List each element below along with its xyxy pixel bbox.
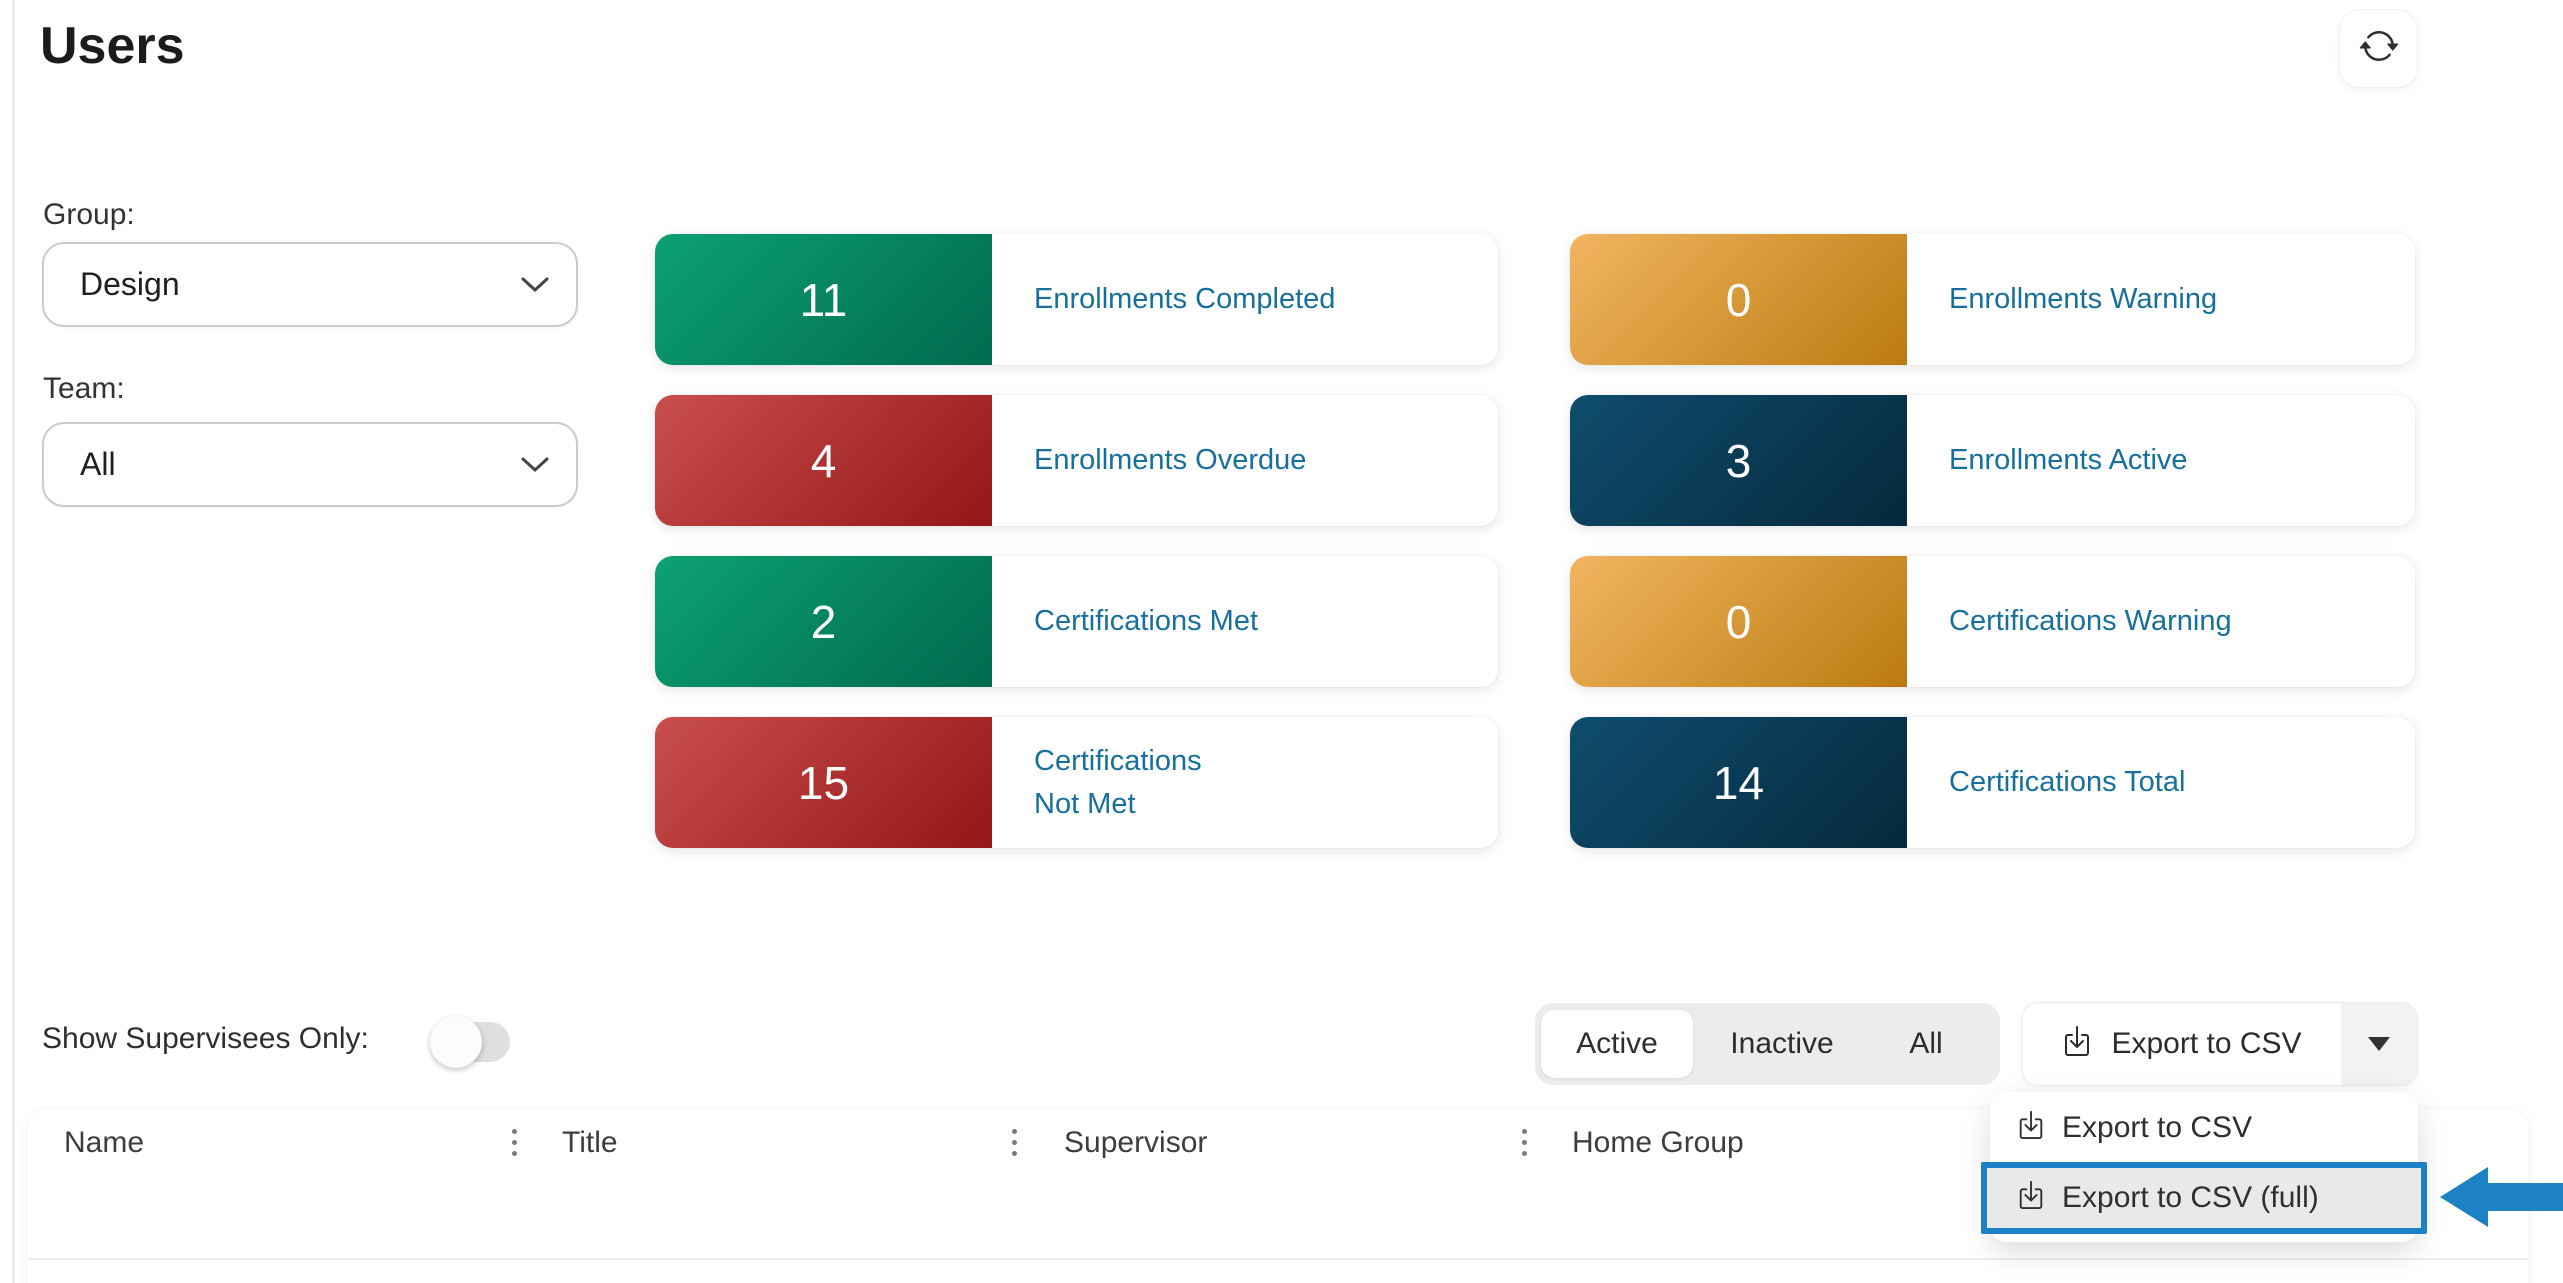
column-menu-dots-icon[interactable]: [1522, 1129, 1527, 1156]
segment-active[interactable]: Active: [1541, 1010, 1693, 1078]
segment-all[interactable]: All: [1909, 1027, 1943, 1060]
stat-card-certifications-total: 14 Certifications Total: [1570, 717, 2415, 848]
download-icon: [2016, 1109, 2046, 1147]
stat-value: 2: [655, 556, 992, 687]
stat-card-enrollments-completed: 11 Enrollments Completed: [655, 234, 1498, 365]
team-select-value: All: [80, 446, 116, 482]
annotation-arrow-shaft: [2486, 1183, 2563, 1211]
download-icon: [2016, 1179, 2046, 1217]
stat-label-link[interactable]: Enrollments Warning: [1949, 283, 2218, 316]
stat-value: 0: [1570, 234, 1907, 365]
chevron-down-icon: [520, 456, 550, 474]
show-supervisees-label: Show Supervisees Only:: [42, 1022, 369, 1055]
group-label: Group:: [43, 198, 135, 231]
stat-card-enrollments-overdue: 4 Enrollments Overdue: [655, 395, 1498, 526]
column-header-home-group[interactable]: Home Group: [1572, 1126, 1744, 1159]
group-select[interactable]: Design: [42, 242, 578, 327]
menu-item-export-to-csv-full[interactable]: Export to CSV (full): [1981, 1162, 2427, 1234]
column-menu-dots-icon[interactable]: [512, 1129, 517, 1156]
stat-label-link[interactable]: Certifications Met: [1034, 605, 1259, 638]
export-dropdown-menu: Export to CSV Export to CSV (full): [1981, 1092, 2427, 1242]
team-label: Team:: [43, 372, 125, 405]
stat-value: 15: [655, 717, 992, 848]
menu-item-export-to-csv[interactable]: Export to CSV: [1990, 1100, 2418, 1156]
menu-item-label: Export to CSV: [2062, 1111, 2253, 1144]
export-button-label: Export to CSV: [2111, 1027, 2302, 1060]
column-header-supervisor[interactable]: Supervisor: [1064, 1126, 1208, 1159]
menu-item-label: Export to CSV (full): [2062, 1181, 2319, 1214]
stat-value: 14: [1570, 717, 1907, 848]
table-header-divider: [28, 1258, 2528, 1260]
annotation-arrow-icon: [2440, 1167, 2488, 1227]
stat-label-link[interactable]: Enrollments Completed: [1034, 283, 1336, 316]
refresh-button[interactable]: [2340, 10, 2417, 87]
stat-label-link[interactable]: Certifications Total: [1949, 766, 2186, 799]
page-title: Users: [40, 17, 185, 75]
export-split-button: Export to CSV: [2022, 1003, 2417, 1085]
toggle-knob: [430, 1016, 482, 1068]
stat-label-link[interactable]: Enrollments Active: [1949, 444, 2188, 477]
content-left-divider: [12, 0, 15, 1283]
export-dropdown-toggle[interactable]: [2341, 1003, 2417, 1085]
show-supervisees-toggle[interactable]: [430, 1016, 510, 1068]
column-header-name[interactable]: Name: [64, 1126, 145, 1159]
status-filter-segmented: Active Inactive All: [1535, 1003, 2000, 1085]
column-header-title[interactable]: Title: [562, 1126, 618, 1159]
stat-label-link[interactable]: Enrollments Overdue: [1034, 444, 1307, 477]
stat-card-certifications-warning: 0 Certifications Warning: [1570, 556, 2415, 687]
export-to-csv-button[interactable]: Export to CSV: [2022, 1003, 2341, 1085]
stat-card-enrollments-warning: 0 Enrollments Warning: [1570, 234, 2415, 365]
stat-value: 3: [1570, 395, 1907, 526]
chevron-down-icon: [520, 276, 550, 294]
segment-inactive[interactable]: Inactive: [1730, 1027, 1834, 1060]
group-select-value: Design: [80, 266, 180, 302]
download-icon: [2061, 1024, 2093, 1064]
stats-grid: 11 Enrollments Completed 0 Enrollments W…: [655, 234, 2415, 848]
team-select[interactable]: All: [42, 422, 578, 507]
stat-label-link[interactable]: Certifications Not Met: [1034, 745, 1202, 820]
stat-card-certifications-met: 2 Certifications Met: [655, 556, 1498, 687]
stat-value: 11: [655, 234, 992, 365]
stat-card-certifications-not-met: 15 Certifications Not Met: [655, 717, 1498, 848]
caret-down-icon: [2368, 1037, 2390, 1051]
stat-label-link[interactable]: Certifications Warning: [1949, 605, 2232, 638]
stat-value: 0: [1570, 556, 1907, 687]
column-menu-dots-icon[interactable]: [1012, 1129, 1017, 1156]
refresh-icon: [2359, 26, 2399, 71]
stat-value: 4: [655, 395, 992, 526]
stat-card-enrollments-active: 3 Enrollments Active: [1570, 395, 2415, 526]
